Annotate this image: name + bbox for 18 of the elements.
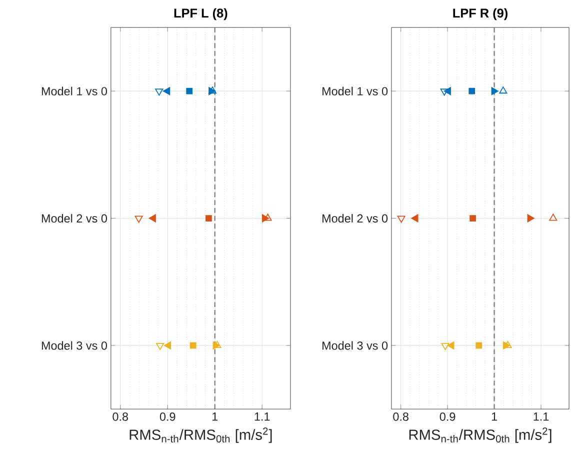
x-tick-label: 0.9 <box>160 412 176 421</box>
x-tick-label: 1.1 <box>534 412 549 421</box>
x-tick-label: 1.1 <box>254 412 270 421</box>
y-tick-label: Model 1 vs 0 <box>322 86 388 96</box>
chart-title: LPF R (9) <box>453 8 508 20</box>
x-tick-label: 0.8 <box>393 412 408 421</box>
y-tick-label: Model 3 vs 0 <box>322 341 388 350</box>
x-axis-title: RMS$_{n-th}$/RMS$_{0th}$ [m/s$^{2}$] <box>130 428 272 443</box>
y-tick-label: Model 2 vs 0 <box>42 214 108 223</box>
chart-title: LPF L (8) <box>174 8 228 20</box>
x-tick-label: 1 <box>492 412 497 421</box>
x-tick-label: 1 <box>212 412 218 421</box>
x-tick-label: 0.9 <box>440 412 456 421</box>
y-tick-label: Model 2 vs 0 <box>322 214 388 223</box>
y-tick-label: Model 3 vs 0 <box>42 341 108 350</box>
x-axis-title: RMS$_{n-th}$/RMS$_{0th}$ [m/s$^{2}$] <box>409 428 552 443</box>
x-tick-label: 0.8 <box>112 412 128 421</box>
y-tick-label: Model 1 vs 0 <box>42 86 108 96</box>
